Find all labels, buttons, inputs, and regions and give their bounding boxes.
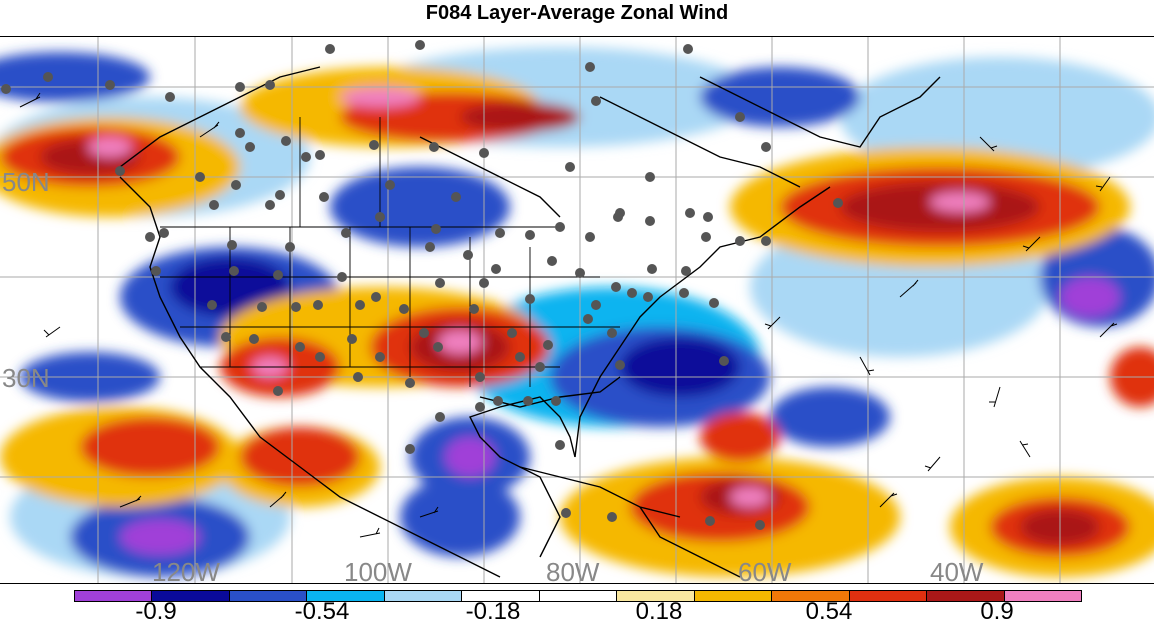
wind-anomaly-fill (0, 47, 1154, 577)
latitude-label-50n: 50N (2, 167, 50, 197)
colorbar-label: 0.54 (805, 598, 853, 625)
colorbar-segment (539, 591, 618, 601)
longitude-label-80w: 80W (546, 557, 600, 584)
colorbar-label: 0.9 (980, 598, 1014, 625)
latitude-label-30n: 30N (2, 363, 50, 393)
colorbar-segment (462, 591, 540, 601)
state-borders (160, 117, 620, 387)
colorbar-segment (927, 591, 1005, 601)
colorbar-segment (772, 591, 850, 601)
colorbar-label: -0.18 (465, 598, 521, 625)
colorbar-segment (152, 591, 230, 601)
map-title: F084 Layer-Average Zonal Wind (425, 2, 729, 24)
longitude-label-40w: 40W (930, 557, 984, 584)
colorbar (74, 590, 1082, 602)
colorbar-segment (617, 591, 695, 601)
colorbar-label: -0.9 (135, 598, 177, 625)
colorbar-segment (849, 591, 928, 601)
map-panel: 50N 30N 120W 100W 80W 60W 40W (0, 36, 1154, 584)
longitude-label-60w: 60W (738, 557, 792, 584)
longitude-label-100w: 100W (344, 557, 412, 584)
zonal-wind-map (0, 37, 1154, 583)
colorbar-segment (307, 591, 385, 601)
coastlines (119, 66, 941, 578)
colorbar-segment (1004, 591, 1082, 601)
longitude-label-120w: 120W (152, 557, 220, 584)
colorbar-segment (75, 591, 153, 601)
colorbar-segment (229, 591, 308, 601)
station-markers (1, 40, 843, 530)
wind-barbs (19, 92, 1118, 538)
colorbar-label: 0.18 (635, 598, 683, 625)
colorbar-segment (384, 591, 463, 601)
colorbar-label: -0.54 (294, 598, 350, 625)
colorbar-segment (694, 591, 773, 601)
